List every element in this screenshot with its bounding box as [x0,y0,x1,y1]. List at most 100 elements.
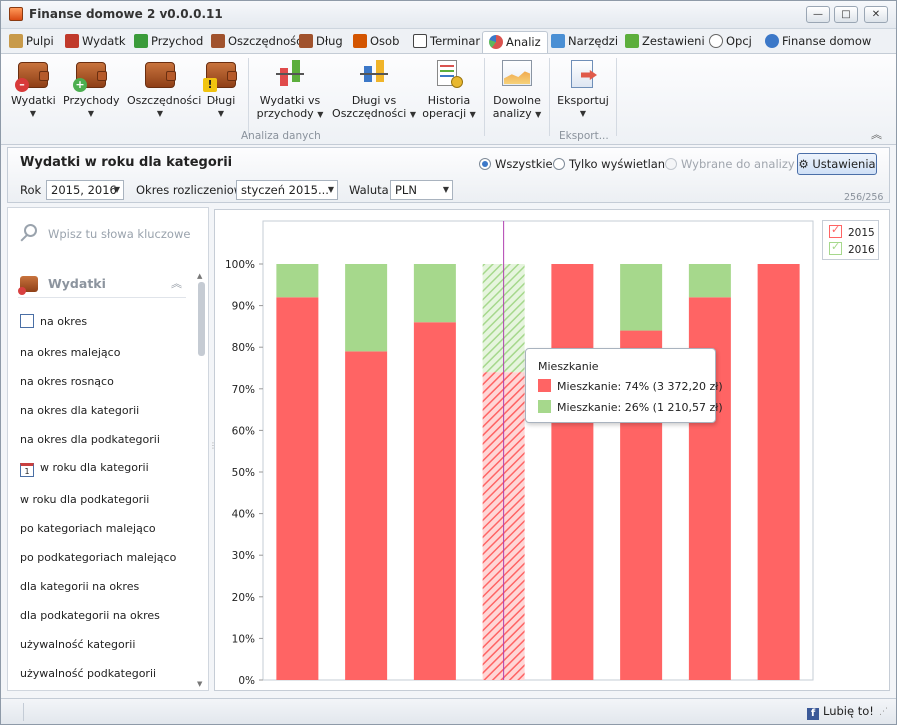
tab-wydatki[interactable]: Wydatk [65,31,126,53]
calendar-icon [20,314,34,328]
people-icon [353,34,367,48]
nav-item-po-podkategoriach-malejaco[interactable]: po podkategoriach malejąco [20,551,177,564]
dowolne-analizy-button[interactable]: Dowolne analizy ▼ [491,58,543,121]
wallet-income-icon: + [73,58,107,92]
tools-icon [551,34,565,48]
tab-terminarz[interactable]: Terminar [413,31,480,53]
radio-wybrane-do-analizy: Wybrane do analizy [665,157,795,171]
nav-item-na-okres-rosnaco[interactable]: na okres rosnąco [20,375,114,388]
dlugi-vs-oszczednosci-button[interactable]: Długi vs Oszczędności ▼ [331,58,417,121]
report-nav-panel: Wpisz tu słowa kluczowe Wydatki ︽ na okr… [7,207,209,691]
legend-item-2016[interactable]: ✓ 2016 [829,240,875,256]
rok-select[interactable]: 2015, 2016 ▼ [46,180,124,200]
y-tick-label: 20% [232,592,255,604]
ribbon-separator [616,58,617,136]
wydatki-button[interactable]: – Wydatki ▼ [11,58,56,120]
dropdown-arrow-icon: ▼ [535,110,542,119]
nav-item-dla-podkategorii-na-okres[interactable]: dla podkategorii na okres [20,609,160,622]
radio-icon [479,158,491,170]
y-tick-label: 40% [232,509,255,521]
y-tick-label: 80% [232,342,255,354]
tab-pulpit[interactable]: Pulpi [9,31,54,53]
tab-opcje[interactable]: Opcj [709,31,752,53]
search-icon [24,224,37,237]
przychody-button[interactable]: + Przychody ▼ [63,58,120,120]
tab-osoby[interactable]: Osob [353,31,399,53]
history-icon [433,58,465,90]
gear-icon: ⚙ [798,157,809,171]
bar-2015-8 [757,264,800,680]
okres-label: Okres rozliczeniowy [136,183,251,197]
chart-tooltip: Mieszkanie Mieszkanie: 74% (3 372,20 zł)… [525,348,723,423]
calendar-icon [413,34,427,48]
window-title: Finanse domowe 2 v0.0.0.11 [29,7,223,21]
legend-swatch [538,379,551,392]
historia-operacji-button[interactable]: Historia operacji ▼ [421,58,477,121]
group-label-eksport: Eksport... [559,130,609,142]
nav-item-dla-kategorii-na-okres[interactable]: dla kategorii na okres [20,580,140,593]
tab-analizy[interactable]: Analiz [482,31,548,53]
dropdown-arrow-icon: ▼ [469,110,476,119]
nav-item-na-okres-dla-podkategorii[interactable]: na okres dla podkategorii [20,433,160,446]
compare-bars-icon [358,58,390,90]
record-counter: 256/256 [844,192,884,203]
app-icon [9,7,23,21]
scroll-down-icon[interactable]: ▼ [197,680,203,688]
tab-o-programie[interactable]: Finanse domow [765,31,871,53]
y-tick-label: 100% [225,259,255,271]
tab-narzedzia[interactable]: Narzędzi [551,31,618,53]
collapse-section-icon[interactable]: ︽ [171,277,182,290]
options-icon [709,34,723,48]
radio-wszystkie[interactable]: Wszystkie [479,157,553,171]
bar-2016-6 [620,264,663,331]
tab-dlugi[interactable]: Dług [299,31,343,53]
section-header-wydatki[interactable]: Wydatki ︽ [18,268,186,298]
checkbox-icon: ✓ [829,223,842,238]
legend-item-2015[interactable]: ✓ 2015 [829,223,875,239]
tab-przychody[interactable]: Przychod [134,31,203,53]
wallet-expense-icon [18,276,38,295]
facebook-like-button[interactable]: f Lubię to! [807,704,874,720]
oszczednosci-button[interactable]: Oszczędności ▼ [127,58,201,120]
scroll-up-icon[interactable]: ▲ [197,272,203,280]
y-tick-label: 60% [232,425,255,437]
collapse-ribbon-icon[interactable]: ︽ [871,128,882,141]
desktop-icon [9,34,23,48]
scrollbar-thumb[interactable] [198,282,205,356]
title-bar: Finanse domowe 2 v0.0.0.11 — □ ✕ [1,1,896,29]
dropdown-arrow-icon: ▼ [29,109,37,118]
waluta-label: Waluta [349,183,389,197]
eksportuj-button[interactable]: Eksportuj ▼ [557,58,609,120]
stacked-bar-chart: 0% 10% 20% 30% 40% 50% 60% 70% 80% 90% 100% [225,220,814,687]
nav-item-w-roku-dla-podkategorii[interactable]: w roku dla podkategorii [20,493,150,506]
nav-item-po-kategoriach-malejaco[interactable]: po kategoriach malejąco [20,522,156,535]
wydatki-vs-przychody-button[interactable]: Wydatki vs przychody ▼ [255,58,325,121]
bar-2015-3 [413,322,456,680]
wallet-expense-icon: – [15,58,49,92]
resize-grip-icon[interactable]: ⋰ [879,707,888,717]
panel-splitter[interactable]: ⋮ [209,441,217,450]
maximize-button[interactable]: □ [834,6,858,23]
minimize-button[interactable]: — [806,6,830,23]
waluta-select[interactable]: PLN ▼ [390,180,453,200]
search-input[interactable]: Wpisz tu słowa kluczowe [48,227,191,241]
piggy-wallet-icon [211,34,225,48]
close-button[interactable]: ✕ [864,6,888,23]
y-tick-label: 70% [232,384,255,396]
nav-item-na-okres-dla-kategorii[interactable]: na okres dla kategorii [20,404,140,417]
okres-select[interactable]: styczeń 2015... ▼ [236,180,338,200]
nav-item-na-okres-malejaco[interactable]: na okres malejąco [20,346,121,359]
nav-item-na-okres[interactable]: na okres [20,314,87,328]
tab-oszczednosci[interactable]: Oszczędnośc [211,31,302,53]
report-title: Wydatki w roku dla kategorii [20,155,233,170]
nav-item-uzywalnosc-podkategorii[interactable]: używalność podkategorii [20,667,157,680]
tab-zestawienia[interactable]: Zestawieni [625,31,705,53]
nav-item-uzywalnosc-kategorii[interactable]: używalność kategorii [20,638,136,651]
radio-tylko-wyswietlane[interactable]: Tylko wyświetlane [553,157,672,171]
tooltip-title: Mieszkanie [538,360,599,373]
dlugi-button[interactable]: ! Długi ▼ [201,58,241,120]
settings-button[interactable]: ⚙ Ustawienia [797,153,877,175]
search-box[interactable]: Wpisz tu słowa kluczowe [18,220,204,248]
